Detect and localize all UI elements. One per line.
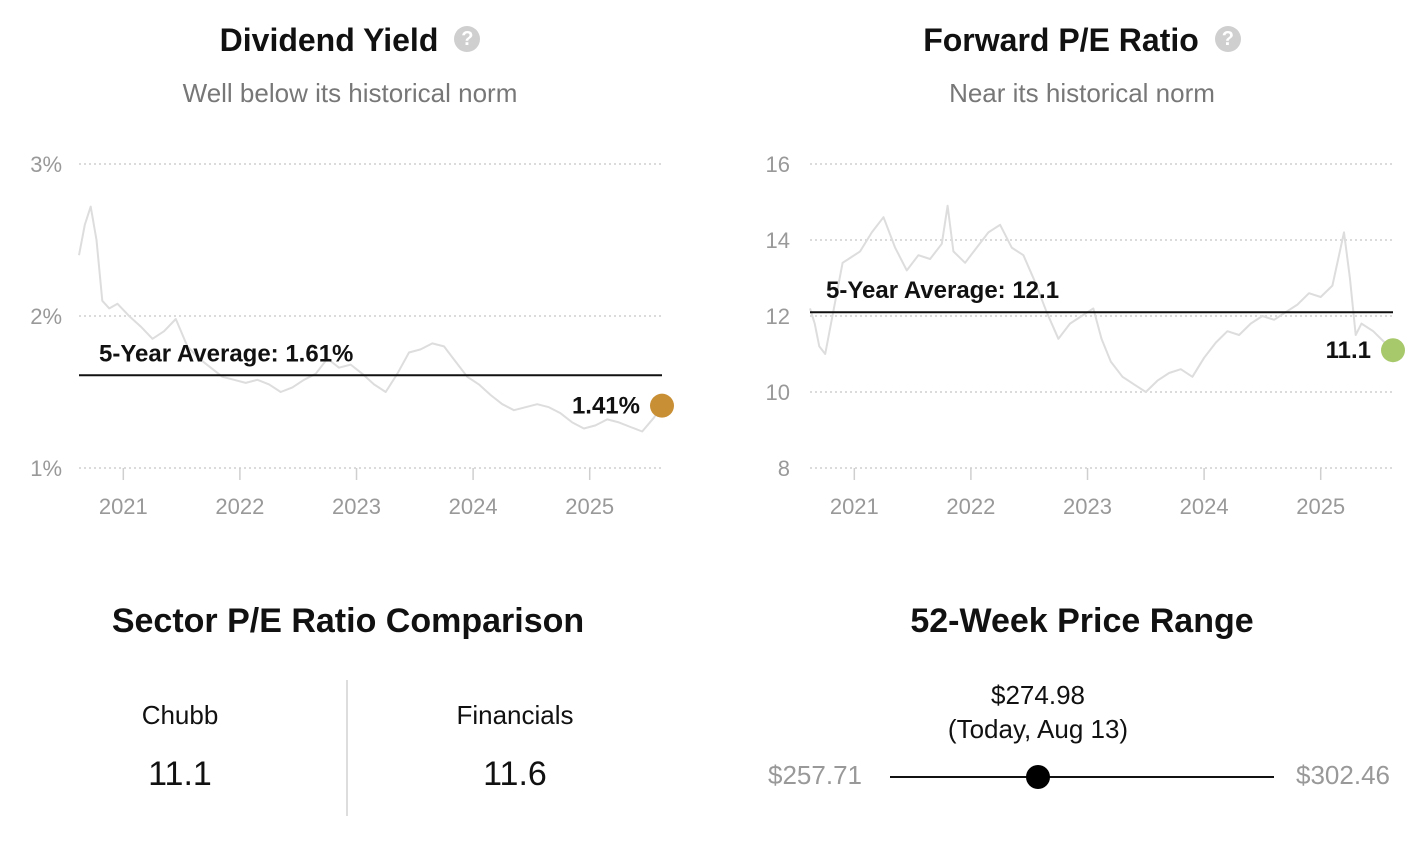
forward-pe-subtitle: Near its historical norm (949, 78, 1215, 108)
sector-pe-divider (346, 680, 348, 816)
sector-pe-panel: Sector P/E Ratio Comparison Chubb 11.1 F… (0, 590, 700, 842)
y-tick-label: 1% (30, 456, 62, 481)
current-value-label: 11.1 (1326, 337, 1371, 364)
dividend-yield-chart: 1% 2% 3% 2021 2022 2023 2024 2025 5-Year Average… (30, 152, 674, 519)
x-tick-label: 2023 (332, 494, 381, 519)
average-label: 5-Year Average: 12.1 (826, 277, 1059, 304)
series-line (78, 205, 663, 433)
x-tick-label: 2023 (1063, 494, 1112, 519)
sector-pe-title: Sector P/E Ratio Comparison (111, 602, 585, 640)
forward-pe-title-text: Forward P/E Ratio (923, 22, 1199, 58)
dividend-yield-title: Dividend Yield? (0, 22, 700, 59)
price-range-low: $257.71 (768, 760, 862, 790)
sector-pe-left-value: 11.1 (148, 755, 212, 793)
current-value-dot (650, 393, 674, 418)
x-tick-label: 2022 (215, 494, 264, 519)
y-tick-label: 10 (766, 380, 790, 405)
y-tick-label: 12 (766, 304, 790, 329)
y-tick-label: 14 (766, 228, 790, 253)
sector-pe-left-label: Chubb (141, 700, 219, 730)
x-tick-label: 2022 (946, 494, 995, 519)
price-range-panel: 52-Week Price Range $274.98 (Today, Aug … (718, 590, 1418, 842)
y-tick-label: 2% (30, 304, 62, 329)
sector-pe-right-value: 11.6 (483, 755, 547, 793)
y-tick-label: 3% (30, 152, 62, 177)
average-label: 5-Year Average: 1.61% (99, 340, 353, 367)
sector-pe-right-label: Financials (456, 700, 574, 730)
series-line (809, 204, 1394, 393)
y-tick-label: 8 (778, 456, 790, 481)
question-circle-icon[interactable]: ? (1214, 26, 1241, 52)
x-tick-label: 2025 (1296, 494, 1345, 519)
price-range-track (890, 776, 1274, 778)
dividend-yield-panel: Dividend Yield? Well below its historica… (0, 0, 700, 560)
forward-pe-chart: 8 10 12 14 16 2021 2022 2023 2024 2025 5-Year Aver… (766, 152, 1405, 519)
x-tick-label: 2025 (565, 494, 614, 519)
x-tick-label: 2024 (1180, 494, 1229, 519)
price-range-current-note: (Today, Aug 13) (947, 714, 1129, 744)
price-range-marker (1026, 765, 1051, 789)
current-value-label: 1.41% (572, 393, 640, 420)
price-range-current: $274.98 (Today, Aug 13) (888, 678, 1188, 746)
x-tick-label: 2021 (99, 494, 148, 519)
price-range-high: $302.46 (1296, 760, 1390, 790)
forward-pe-panel: Forward P/E Ratio? Near its historical n… (718, 0, 1418, 560)
forward-pe-title: Forward P/E Ratio? (718, 22, 1418, 59)
dividend-yield-subtitle: Well below its historical norm (182, 78, 518, 108)
price-range-current-price: $274.98 (991, 680, 1085, 710)
x-tick-label: 2021 (830, 494, 879, 519)
current-value-dot (1381, 338, 1405, 363)
price-range-title: 52-Week Price Range (910, 602, 1254, 640)
question-circle-icon[interactable]: ? (454, 26, 481, 52)
x-tick-label: 2024 (449, 494, 498, 519)
y-tick-label: 16 (766, 152, 790, 177)
dividend-yield-title-text: Dividend Yield (219, 22, 439, 58)
